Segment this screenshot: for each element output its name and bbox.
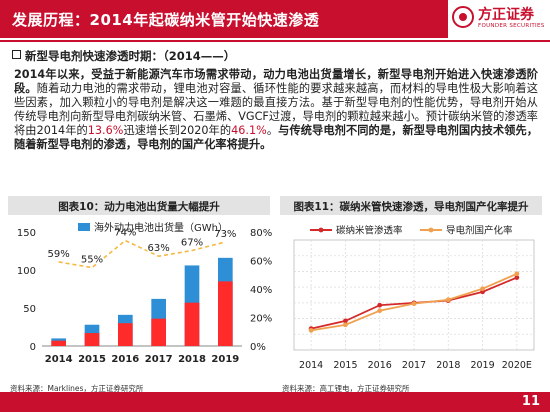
bar-total [218, 281, 233, 346]
para-bold-1: 2014年以来，受益于新能源汽车市场需求带动，动力电池出货量增长，新型导电剂开始… [14, 68, 538, 95]
data-point [377, 302, 383, 308]
data-point [514, 271, 520, 277]
series-line-percentage [58, 239, 226, 269]
figure-10-title: 图表10：动力电池出货量大幅提升 [58, 201, 220, 213]
bar-total [51, 340, 66, 346]
x-tick-label: 2014 [45, 354, 73, 365]
data-point [308, 327, 314, 333]
x-tick-label: 2015 [78, 354, 106, 365]
para-text-a: 随着动力电池的需求带动，锂电池对容量、循环性能的要求越来越高，而材料的导电性极大… [14, 82, 538, 137]
y-tick-label: 0 [30, 342, 36, 353]
data-label: 67% [181, 238, 203, 249]
data-point [343, 322, 348, 328]
bar-total [84, 333, 100, 346]
y2-tick-label: 0% [250, 342, 266, 353]
page-title: 发展历程：2014年起碳纳米管开始快速渗透 [12, 11, 320, 29]
data-label: 55% [81, 255, 103, 266]
logo-text-cn: 方正证券 [478, 7, 534, 23]
data-point [377, 308, 383, 314]
y-tick-label: 100 [17, 266, 36, 277]
bar-total [184, 302, 200, 346]
y2-tick-label: 40% [250, 285, 272, 296]
x-tick-label: 2019 [211, 354, 239, 365]
y2-tick-label: 60% [250, 257, 272, 268]
bar-total [118, 323, 133, 346]
legend-label: 碳纳米管渗透率 [336, 225, 403, 237]
x-tick-label: 2017 [145, 354, 173, 365]
battery-shipment-chart: 0 50 100 150 0% 20% 40% 60% 80% 2014 2015 2016 2017 2… [17, 221, 272, 365]
data-label: 73% [214, 229, 236, 240]
data-label: 74% [114, 228, 136, 239]
para-text-b: 迅速增长到2020年的 [123, 124, 232, 137]
x-tick-label: 2014 [299, 360, 323, 371]
y-tick-label: 50 [23, 304, 36, 315]
para-highlight-2: 46.1% [231, 124, 267, 137]
legend-marker [428, 227, 434, 233]
y2-tick-label: 80% [250, 228, 272, 239]
logo-text-en: FOUNDER SECURITIES [478, 23, 545, 29]
footer-bar: 11 [0, 392, 550, 412]
x-tick-label: 2017 [402, 360, 426, 371]
data-point [343, 318, 348, 324]
data-point [411, 301, 417, 307]
legend-marker [318, 227, 324, 233]
figure-10-title-bar: 图表10：动力电池出货量大幅提升 [8, 196, 270, 215]
checkbox-bullet-icon [12, 50, 21, 59]
x-tick-label: 2015 [333, 360, 357, 371]
section-heading-text: 新型导电剂快速渗透时期：（2014——） [25, 49, 236, 63]
data-label: 59% [48, 249, 70, 260]
data-point [445, 297, 451, 303]
figure-11-title-bar: 图表11：碳纳米管快速渗透，导电剂国产化率提升 [280, 196, 542, 215]
legend-label: 海外动力电池出货量（GWh） [94, 221, 228, 234]
company-logo: 方正证券 FOUNDER SECURITIES [452, 4, 548, 36]
logo-icon [452, 6, 474, 28]
data-point [480, 286, 485, 292]
legend-label: 导电剂国产化率 [446, 225, 513, 237]
data-label: 63% [148, 243, 170, 254]
y2-tick-label: 20% [250, 314, 272, 325]
x-tick-label: 2018 [178, 354, 206, 365]
title-bar: 发展历程：2014年起碳纳米管开始快速渗透 [0, 0, 448, 38]
x-tick-label: 2016 [368, 360, 392, 371]
penetration-rate-chart: 2014 2015 2016 2017 2018 2019 2020E 碳纳米管渗透率 导电剂国… [293, 225, 535, 371]
section-heading: 新型导电剂快速渗透时期：（2014——） [12, 48, 235, 64]
body-paragraph: 2014年以来，受益于新能源汽车市场需求带动，动力电池出货量增长，新型导电剂开始… [14, 68, 538, 152]
bar-total [151, 318, 166, 346]
x-tick-label: 2018 [436, 360, 460, 371]
figure-11-source: 资料来源：高工锂电，方正证券研究所 [282, 384, 410, 393]
para-highlight-1: 13.6% [87, 124, 124, 137]
page-number: 11 [521, 394, 540, 409]
x-tick-label: 2020E [502, 360, 532, 371]
para-text-c: 。 [266, 124, 279, 137]
figure-10-source: 资料来源：Marklines，方正证券研究所 [10, 384, 144, 393]
x-tick-label: 2016 [111, 354, 139, 365]
data-point [514, 275, 520, 280]
figure-11-title: 图表11：碳纳米管快速渗透，导电剂国产化率提升 [293, 201, 529, 213]
para-bold-2: 与传统导电剂不同的是，新型导电剂国内技术领先，随着新型导电剂的渗透，导电剂的国产… [14, 124, 538, 151]
y-tick-label: 150 [17, 228, 36, 239]
header-divider [0, 40, 550, 42]
legend-swatch [78, 223, 90, 231]
x-tick-label: 2019 [470, 360, 494, 371]
